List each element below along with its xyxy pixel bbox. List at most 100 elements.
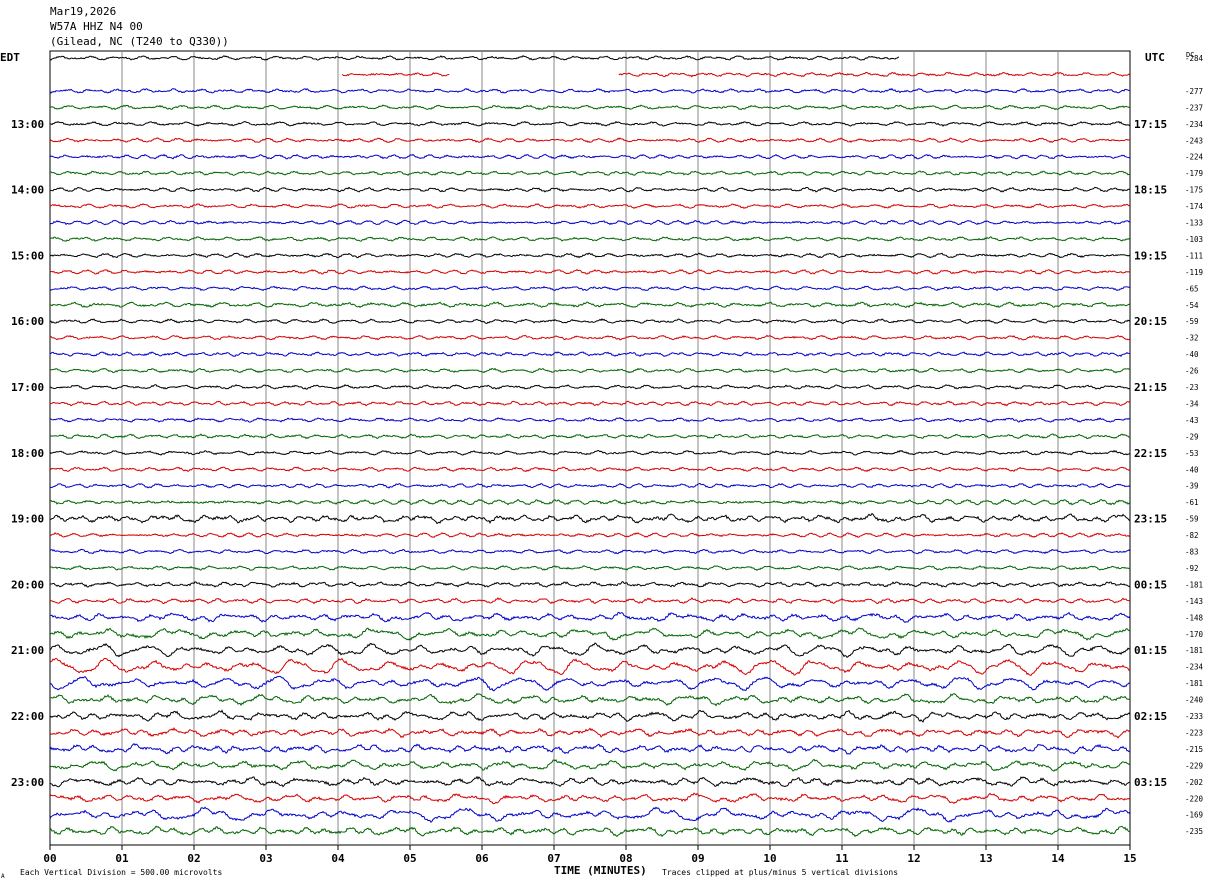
edt-label: EDT bbox=[0, 51, 20, 64]
x-axis-title: TIME (MINUTES) bbox=[554, 864, 647, 877]
right-hour-label: 00:15 bbox=[1134, 578, 1167, 591]
dc-offset-label: -284 bbox=[1185, 54, 1204, 63]
seismic-trace bbox=[49, 137, 1131, 144]
dc-offset-label: -233 bbox=[1185, 712, 1203, 721]
dc-offset-label: -53 bbox=[1185, 449, 1199, 458]
dc-offset-label: -43 bbox=[1185, 416, 1199, 425]
dc-offset-label: -103 bbox=[1185, 235, 1203, 244]
seismic-trace bbox=[49, 611, 1131, 623]
left-hour-labels: 13:00 14:00 15:00 16:00 17:00 18:00 19:00 20:00… bbox=[11, 118, 44, 789]
utc-label: UTC bbox=[1145, 51, 1165, 64]
right-hour-label: 21:15 bbox=[1134, 381, 1167, 394]
seismic-trace bbox=[49, 55, 900, 61]
dc-offset-label: -40 bbox=[1185, 465, 1199, 474]
x-tick-label: 07 bbox=[547, 852, 560, 865]
right-hour-labels: 17:15 18:15 19:15 20:15 21:15 22:15 23:15 00:15… bbox=[1134, 118, 1167, 789]
dc-offset-label: -235 bbox=[1185, 827, 1203, 836]
dc-label: DC bbox=[1186, 51, 1194, 59]
dc-offset-label: -59 bbox=[1185, 317, 1199, 326]
seismic-trace bbox=[49, 186, 1131, 193]
seismic-trace bbox=[49, 692, 1131, 707]
dc-offset-label: -111 bbox=[1185, 251, 1203, 260]
x-tick-label: 08 bbox=[619, 852, 632, 865]
left-hour-label: 20:00 bbox=[11, 578, 44, 591]
x-tick-label: 09 bbox=[691, 852, 704, 865]
seismic-trace bbox=[618, 71, 1131, 78]
dc-offset-label: -148 bbox=[1185, 613, 1204, 622]
dc-offset-label: -143 bbox=[1185, 597, 1203, 606]
traces bbox=[49, 55, 1131, 838]
dc-offset-label: -234 bbox=[1185, 663, 1204, 672]
corner-mark: A bbox=[1, 873, 5, 880]
seismic-trace bbox=[49, 219, 1131, 226]
seismic-trace bbox=[49, 236, 1131, 242]
dc-offset-label: -215 bbox=[1185, 745, 1203, 754]
left-hour-label: 18:00 bbox=[11, 447, 44, 460]
dc-offset-label: -54 bbox=[1185, 301, 1199, 310]
x-tick-label: 04 bbox=[331, 852, 345, 865]
dc-offset-label: -175 bbox=[1185, 186, 1203, 195]
seismic-trace bbox=[49, 512, 1131, 525]
dc-offset-label: -169 bbox=[1185, 811, 1203, 820]
seismic-trace bbox=[49, 104, 1131, 111]
x-tick-label: 15 bbox=[1123, 852, 1136, 865]
dc-offset-label: -243 bbox=[1185, 136, 1203, 145]
seismic-trace bbox=[49, 120, 1131, 127]
clip-note: Traces clipped at plus/minus 5 vertical … bbox=[662, 868, 898, 877]
header-location: (Gilead, NC (T240 to Q330)) bbox=[50, 35, 229, 48]
seismic-trace bbox=[49, 482, 1131, 489]
x-tick-label: 14 bbox=[1051, 852, 1065, 865]
x-tick-label: 12 bbox=[907, 852, 920, 865]
dc-offset-label: -181 bbox=[1185, 679, 1203, 688]
dc-offset-label: -23 bbox=[1185, 383, 1199, 392]
dc-offset-label: -83 bbox=[1185, 548, 1199, 557]
dc-offset-label: -237 bbox=[1185, 103, 1203, 112]
dc-offset-label: -61 bbox=[1185, 498, 1199, 507]
x-tick-label: 11 bbox=[835, 852, 849, 865]
seismic-trace bbox=[49, 758, 1131, 772]
dc-offset-label: -224 bbox=[1185, 153, 1204, 162]
seismic-trace bbox=[49, 726, 1131, 739]
plot-frame bbox=[49, 50, 1131, 846]
x-tick-label: 06 bbox=[475, 852, 489, 865]
dc-offset-label: -170 bbox=[1185, 630, 1204, 639]
dc-offset-label: -40 bbox=[1185, 350, 1199, 359]
seismic-trace bbox=[49, 252, 1131, 259]
right-hour-label: 02:15 bbox=[1134, 710, 1167, 723]
dc-offset-label: -181 bbox=[1185, 580, 1203, 589]
right-hour-label: 03:15 bbox=[1134, 776, 1167, 789]
seismic-trace bbox=[49, 743, 1131, 755]
seismic-trace bbox=[49, 642, 1131, 659]
dc-offset-label: -32 bbox=[1185, 334, 1199, 343]
seismic-trace bbox=[49, 417, 1131, 423]
dc-offset-label: -119 bbox=[1185, 268, 1203, 277]
x-tick-label: 03 bbox=[259, 852, 272, 865]
seismic-trace bbox=[49, 532, 1131, 538]
dc-offset-label: -179 bbox=[1185, 169, 1203, 178]
left-hour-label: 22:00 bbox=[11, 710, 44, 723]
seismic-trace bbox=[49, 580, 1131, 588]
seismic-trace bbox=[49, 657, 1131, 677]
x-tick-label: 10 bbox=[763, 852, 776, 865]
header-station: W57A HHZ N4 00 bbox=[50, 20, 143, 33]
dc-offset-label: -65 bbox=[1185, 284, 1199, 293]
seismic-trace bbox=[49, 334, 1131, 341]
scale-note: Each Vertical Division = 500.00 microvol… bbox=[20, 868, 222, 877]
seismic-trace bbox=[341, 72, 450, 77]
seismic-trace bbox=[49, 792, 1131, 805]
seismic-trace bbox=[49, 466, 1131, 473]
seismic-trace bbox=[49, 87, 1131, 94]
dc-offset-label: -59 bbox=[1185, 515, 1199, 524]
seismic-trace bbox=[49, 627, 1131, 641]
seismic-trace bbox=[49, 709, 1131, 723]
seismic-trace bbox=[49, 351, 1131, 358]
seismic-trace bbox=[49, 597, 1131, 605]
dc-offset-label: -181 bbox=[1185, 646, 1203, 655]
x-tick-label: 13 bbox=[979, 852, 992, 865]
seismic-trace bbox=[49, 268, 1131, 275]
left-hour-label: 14:00 bbox=[11, 184, 44, 197]
seismic-trace bbox=[49, 170, 1131, 176]
left-hour-label: 13:00 bbox=[11, 118, 44, 131]
seismic-trace bbox=[49, 775, 1131, 788]
